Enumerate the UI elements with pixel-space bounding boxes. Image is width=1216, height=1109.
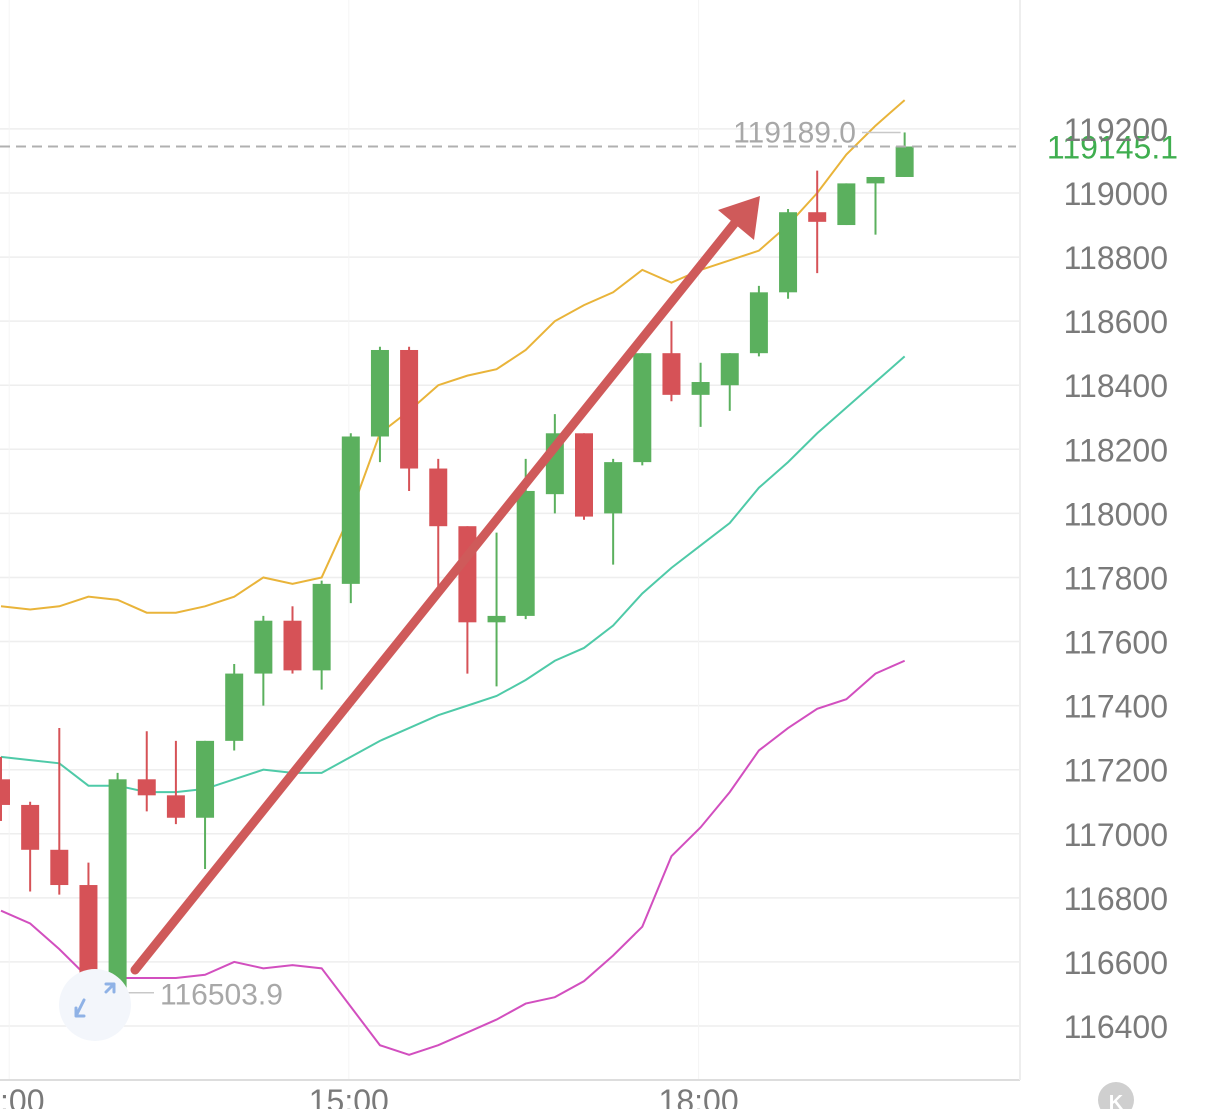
y-tick-label: 117800 — [1064, 560, 1168, 596]
candle-body — [487, 615, 506, 623]
candle-body — [575, 433, 593, 517]
candle-down — [166, 740, 185, 825]
candle-down — [808, 170, 827, 274]
candle-up — [370, 346, 389, 463]
y-tick-label: 118800 — [1064, 240, 1168, 276]
candle-down — [21, 801, 40, 892]
candle-body — [604, 462, 623, 514]
candle-up — [487, 532, 506, 687]
candle-up — [866, 176, 885, 235]
candle-up — [837, 183, 856, 226]
trend-arrow — [130, 196, 760, 975]
candle-body — [108, 779, 127, 991]
candle-down — [0, 756, 10, 821]
price-axis: 116400 116600 116800 117000 117200 117400 1176… — [1064, 112, 1168, 1045]
candle-body — [400, 349, 419, 469]
candle-up — [720, 353, 739, 411]
candle-up — [254, 615, 273, 706]
trend-arrow-head — [718, 196, 760, 240]
candle-body — [516, 490, 535, 616]
candle-body — [895, 146, 914, 177]
candle-up — [545, 414, 564, 514]
candle-down — [400, 346, 419, 491]
y-tick-label: 119000 — [1064, 176, 1168, 212]
candle-body — [633, 353, 652, 463]
y-tick-label: 116400 — [1064, 1009, 1168, 1045]
low-price-annotation: 116503.9 — [160, 979, 283, 1012]
candle-down — [283, 606, 302, 674]
candle-body — [662, 353, 681, 395]
candle-body — [749, 292, 768, 354]
candle-body — [254, 620, 273, 674]
current-price-tag-bg — [1022, 122, 1216, 171]
y-tick-label: 119200 — [1064, 112, 1168, 148]
candle-body — [341, 436, 360, 584]
y-tick-label: 116800 — [1064, 881, 1168, 917]
y-tick-label: 118200 — [1064, 432, 1168, 468]
candle-up — [691, 362, 710, 427]
candle-body — [779, 212, 798, 293]
candle-up — [341, 433, 360, 604]
candle-body — [196, 740, 215, 818]
candle-body — [283, 620, 302, 671]
expand-icon[interactable] — [59, 969, 131, 1041]
lower-band-line — [0, 659, 906, 1056]
y-tick-label: 117600 — [1064, 625, 1168, 661]
candle-down — [575, 433, 593, 520]
candle-body — [21, 804, 40, 850]
high-price-annotation: 119189.0 — [733, 116, 856, 149]
candle-body — [0, 779, 10, 805]
candle-up — [779, 209, 798, 299]
y-tick-label: 118000 — [1064, 496, 1168, 532]
candle-body — [312, 583, 331, 671]
candle-body — [79, 885, 98, 991]
candle-body — [137, 779, 156, 796]
y-tick-label: 118600 — [1064, 304, 1168, 340]
candle-up — [633, 353, 652, 466]
x-tick-label: 18:00 — [659, 1083, 739, 1109]
time-axis: :00 15:00 18:00 — [0, 1083, 739, 1109]
candle-body — [429, 468, 448, 527]
candle-down — [137, 731, 156, 812]
upper-band-line — [0, 99, 906, 614]
grid-lines — [0, 0, 1020, 1080]
candle-up — [108, 772, 127, 993]
candle-body — [720, 353, 739, 386]
y-tick-label: 117400 — [1064, 689, 1168, 725]
candle-up — [604, 458, 623, 565]
candle-body — [166, 795, 185, 818]
candle-body — [808, 212, 827, 222]
candle-body — [225, 673, 244, 741]
candle-down — [50, 728, 69, 895]
candle-up — [225, 663, 244, 751]
y-tick-label: 118400 — [1064, 368, 1168, 404]
x-tick-label: :00 — [0, 1083, 44, 1109]
candle-body — [458, 526, 477, 623]
candle-body — [691, 382, 710, 395]
candle-body — [370, 349, 389, 437]
candle-body — [50, 849, 69, 886]
annotations: 119189.0 116503.9 — [121, 116, 901, 1012]
candle-up — [749, 285, 768, 357]
svg-text:K: K — [1109, 1092, 1124, 1109]
y-tick-label: 117200 — [1064, 753, 1168, 789]
candle-up — [895, 132, 914, 177]
candle-body — [866, 176, 885, 184]
indicator-k-icon[interactable]: K — [1098, 1082, 1134, 1109]
candle-up — [312, 580, 331, 690]
y-tick-label: 117000 — [1064, 817, 1168, 853]
candle-down — [429, 458, 448, 588]
candle-up — [196, 740, 215, 870]
current-price-label: 119145.1 — [1047, 130, 1178, 166]
x-tick-label: 15:00 — [309, 1083, 389, 1109]
trend-arrow-shaft — [130, 209, 747, 975]
y-tick-label: 116600 — [1064, 945, 1168, 981]
candle-down — [662, 321, 681, 402]
candle-body — [837, 183, 856, 226]
candles — [0, 132, 914, 994]
